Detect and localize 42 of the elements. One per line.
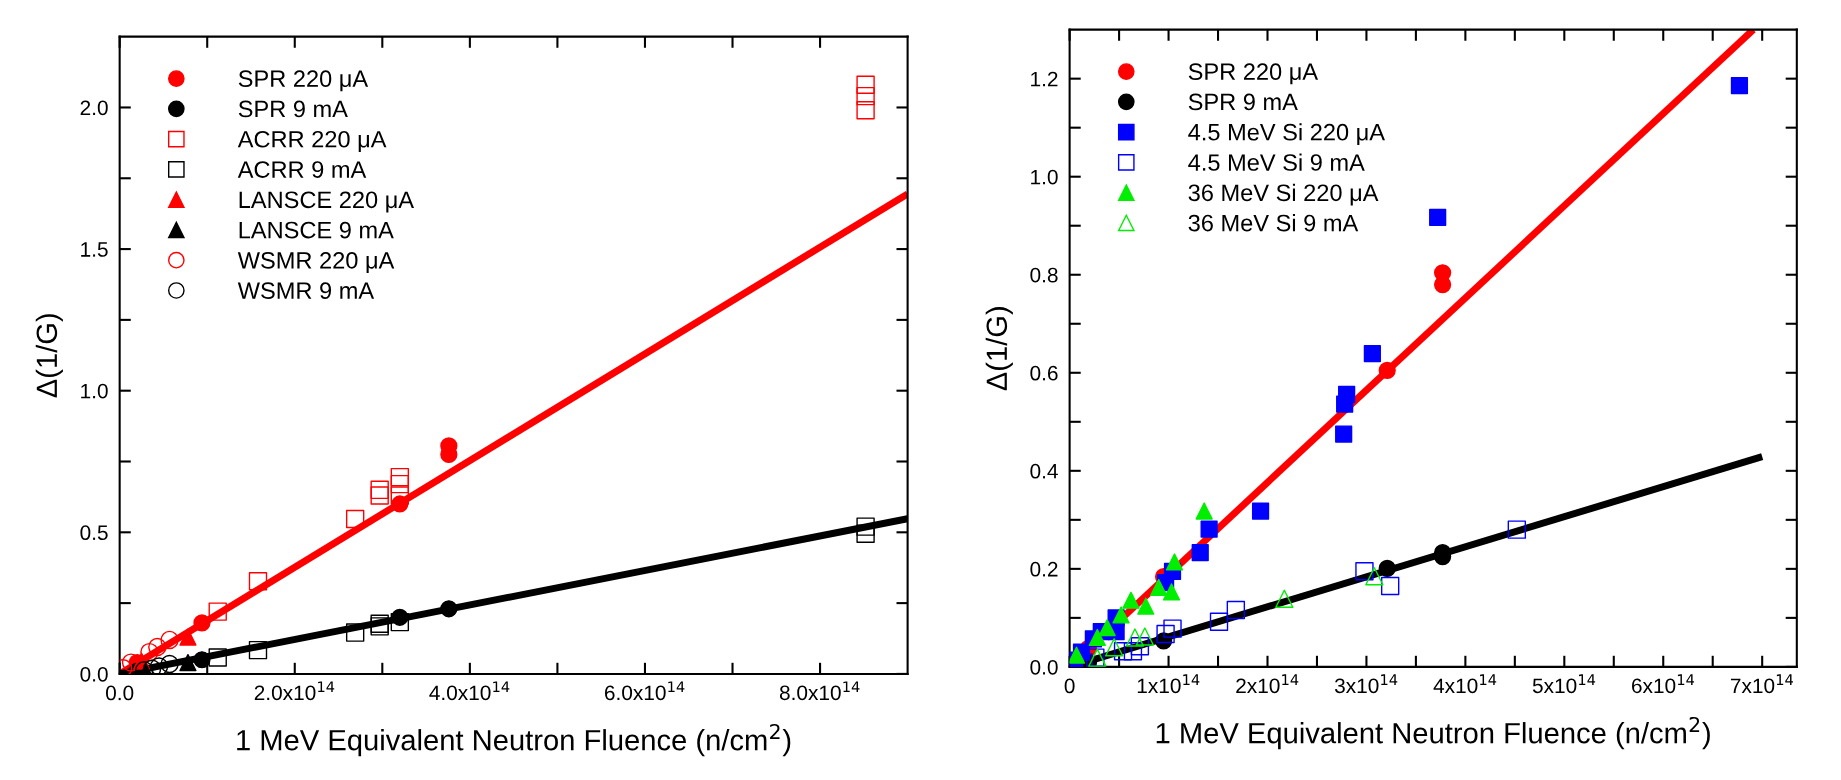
x-axis-title: 1 MeV Equivalent Neutron Fluence (n/cm$^{2}$) [237, 723, 791, 757]
y-tick-label: 0.4 [1030, 463, 1058, 479]
y-tick-label: 0.8 [1030, 267, 1058, 283]
y-axis-title: Δ(1/G) [985, 307, 1013, 391]
y-tick-label: 0.2 [1030, 561, 1058, 577]
legend-label: SPR 220 μA [1188, 63, 1319, 85]
y-tick-label: 0.5 [80, 525, 108, 541]
x-tick-label: 2x10$^{14}$ [1236, 674, 1299, 694]
x-tick-label: 4x10$^{14}$ [1433, 674, 1497, 694]
legend-label: 36 MeV Si 220 μA [1188, 183, 1379, 206]
x-tick-label: 3x10$^{14}$ [1334, 674, 1398, 694]
x-tick-label: 5x10$^{14}$ [1532, 674, 1596, 694]
x-tick-label: 2.0x10$^{14}$ [254, 681, 335, 701]
legend-label: SPR 220 μA [238, 70, 369, 92]
y-tick-label: 0.6 [1030, 365, 1058, 381]
y-tick-label: 1.0 [1031, 169, 1058, 185]
y-tick-label: 1.0 [81, 383, 108, 399]
legend-label: SPR 9 mA [1188, 93, 1298, 111]
x-tick-label: 8.0x10$^{14}$ [779, 681, 860, 701]
y-axis-title: Δ(1/G) [35, 314, 63, 398]
x-tick-label: 6x10$^{14}$ [1632, 674, 1695, 694]
legend-label: 4.5 MeV Si 220 μA [1188, 123, 1385, 145]
legend-label: 36 MeV Si 9 mA [1188, 214, 1359, 232]
x-tick-label: 7x10$^{14}$ [1730, 674, 1794, 694]
legend-label: WSMR 220 μA [237, 251, 395, 273]
x-tick-label: 0.0 [106, 685, 134, 701]
legend-label: LANSCE 9 mA [239, 221, 394, 239]
x-tick-label: 4.0x10$^{14}$ [429, 681, 510, 701]
legend-label: ACRR 9 mA [237, 161, 367, 178]
x-axis-title: 1 MeV Equivalent Neutron Fluence (n/cm$^{2}$) [1156, 716, 1710, 750]
y-tick-label: 1.2 [1031, 71, 1058, 87]
y-tick-label: 0.0 [1030, 659, 1058, 675]
x-tick-label: 0 [1064, 678, 1075, 694]
y-tick-label: 2.0 [80, 100, 108, 116]
x-tick-label: 1x10$^{14}$ [1137, 674, 1200, 694]
legend-label: 4.5 MeV Si 9 mA [1188, 153, 1365, 171]
legend-label: SPR 9 mA [238, 100, 348, 118]
legend-label: LANSCE 220 μA [239, 191, 415, 213]
legend-label: ACRR 220 μA [237, 130, 387, 152]
y-tick-label: 1.5 [81, 242, 108, 257]
legend-label: WSMR 9 mA [237, 282, 375, 299]
x-tick-label: 6.0x10$^{14}$ [604, 681, 685, 701]
